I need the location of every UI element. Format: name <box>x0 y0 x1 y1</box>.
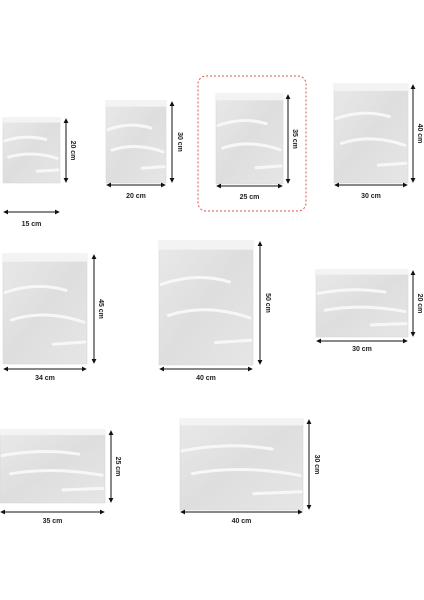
bag-item: 30 cm 20 cm <box>315 269 423 353</box>
bag-seal <box>316 270 408 275</box>
height-label: 20 cm <box>69 141 76 161</box>
width-label: 35 cm <box>43 518 63 525</box>
selected-outline <box>197 75 307 212</box>
height-label: 40 cm <box>416 124 423 144</box>
bag-item: 34 cm 45 cm <box>2 253 104 382</box>
height-label: 25 cm <box>114 457 121 477</box>
width-label: 15 cm <box>22 221 42 228</box>
bag-seal <box>216 94 283 101</box>
height-label: 30 cm <box>313 455 320 475</box>
width-label: 40 cm <box>232 518 252 525</box>
bag-crease <box>106 123 166 170</box>
height-label: 45 cm <box>97 299 104 319</box>
bag-crease <box>159 276 253 345</box>
bag-seal <box>0 430 105 436</box>
height-label: 30 cm <box>176 132 183 152</box>
bag-crease <box>334 111 408 167</box>
bag <box>0 429 106 504</box>
bag <box>2 117 61 184</box>
bag <box>315 269 409 338</box>
bag-seal <box>159 241 253 250</box>
bag-crease <box>3 284 87 346</box>
bag-item: 30 cm 40 cm <box>333 83 423 200</box>
bag-seal <box>3 254 87 262</box>
width-label: 25 cm <box>240 194 260 201</box>
bag-item: 40 cm 50 cm <box>158 240 271 382</box>
bag-seal <box>106 101 166 107</box>
bag <box>333 83 409 184</box>
bag-crease <box>180 444 303 496</box>
width-label: 40 cm <box>196 375 216 382</box>
bag-seal <box>334 84 408 91</box>
bag-item: 35 cm 25 cm <box>0 429 121 525</box>
width-label: 30 cm <box>352 346 372 353</box>
bag-crease <box>316 288 408 327</box>
height-label: 35 cm <box>291 129 298 149</box>
width-label: 34 cm <box>35 375 55 382</box>
bag <box>2 253 88 365</box>
bag-item: 15 cm 20 cm <box>2 117 76 228</box>
bag-item: 40 cm 30 cm <box>179 418 320 525</box>
width-label: 30 cm <box>361 193 381 200</box>
bag <box>105 100 167 184</box>
height-label: 50 cm <box>264 293 271 313</box>
bag-seal <box>180 419 303 426</box>
bag <box>158 240 254 366</box>
bag-crease <box>3 135 60 173</box>
height-label: 20 cm <box>416 294 423 314</box>
bag-item: 25 cm 35 cm <box>215 93 298 201</box>
bag-item: 20 cm 30 cm <box>105 100 183 200</box>
bag <box>215 93 284 185</box>
width-label: 20 cm <box>126 193 146 200</box>
bag <box>179 418 304 511</box>
bag-seal <box>3 118 60 123</box>
bag-crease <box>0 449 105 492</box>
bag-crease <box>216 119 283 170</box>
